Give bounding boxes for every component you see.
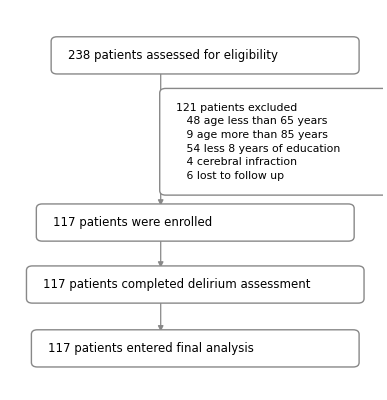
Text: 117 patients completed delirium assessment: 117 patients completed delirium assessme… <box>43 278 311 291</box>
FancyBboxPatch shape <box>26 266 364 303</box>
Text: 117 patients were enrolled: 117 patients were enrolled <box>53 216 212 229</box>
Text: 117 patients entered final analysis: 117 patients entered final analysis <box>48 342 254 355</box>
FancyBboxPatch shape <box>36 204 354 241</box>
Text: 238 patients assessed for eligibility: 238 patients assessed for eligibility <box>68 49 278 62</box>
FancyBboxPatch shape <box>160 88 387 195</box>
Text: 121 patients excluded
   48 age less than 65 years
   9 age more than 85 years
 : 121 patients excluded 48 age less than 6… <box>176 103 341 181</box>
FancyBboxPatch shape <box>31 330 359 367</box>
FancyBboxPatch shape <box>51 37 359 74</box>
